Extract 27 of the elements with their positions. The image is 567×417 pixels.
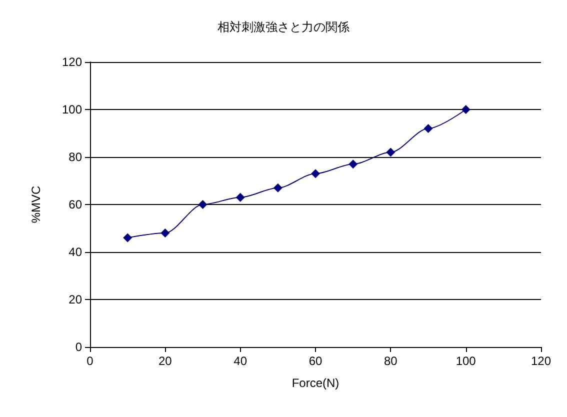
y-axis-title: %MVC (29, 186, 43, 224)
y-tick-label: 120 (62, 55, 82, 69)
x-axis-title: Force(N) (292, 376, 340, 390)
point (311, 169, 320, 178)
y-tick-label: 80 (68, 150, 82, 164)
x-tick-label: 0 (86, 354, 94, 368)
x-tick-label: 40 (234, 354, 248, 368)
point (461, 105, 470, 114)
point (123, 233, 132, 242)
point (160, 228, 170, 238)
chart-title: 相対刺激強さと力の関係 (218, 20, 350, 34)
point (424, 124, 433, 133)
y-tick-label: 60 (68, 198, 82, 212)
y-tick-label: 0 (75, 340, 82, 354)
point (386, 148, 396, 157)
x-tick-label: 80 (384, 354, 398, 368)
x-tick-label: 60 (308, 354, 322, 368)
x-tick-label: 120 (530, 354, 552, 368)
point (348, 160, 358, 169)
x-tick-label: 100 (456, 354, 476, 368)
point (198, 200, 208, 209)
point (236, 192, 245, 202)
y-tick-label: 100 (62, 102, 82, 116)
point (273, 183, 282, 192)
x-tick-label: 20 (158, 354, 172, 368)
y-tick-label: 20 (68, 292, 82, 306)
y-tick-label: 40 (68, 245, 82, 259)
